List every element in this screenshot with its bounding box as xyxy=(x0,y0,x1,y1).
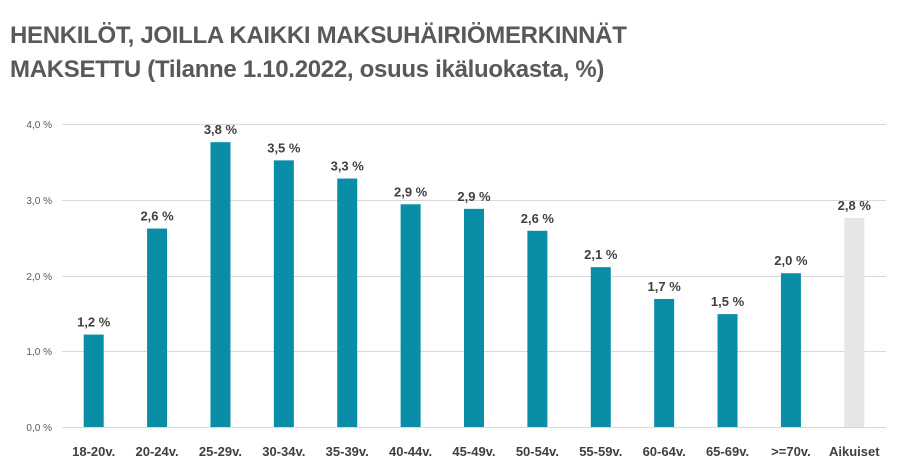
chart-title-line-1: HENKILÖT, JOILLA KAIKKI MAKSUHÄIRIÖMERKI… xyxy=(10,22,627,49)
data-label: 2,6 % xyxy=(521,211,555,226)
data-label: 3,8 % xyxy=(204,122,238,137)
chart-title: HENKILÖT, JOILLA KAIKKI MAKSUHÄIRIÖMERKI… xyxy=(10,19,890,87)
bars xyxy=(83,142,865,428)
data-label: 2,1 % xyxy=(584,247,618,262)
data-label: 1,2 % xyxy=(77,315,111,330)
chart-title-line-2: MAKSETTU (Tilanne 1.10.2022, osuus ikälu… xyxy=(10,56,605,83)
x-category-label: 30-34v. xyxy=(262,444,305,459)
x-category-label: 25-29v. xyxy=(199,444,242,459)
y-tick-label: 1,0 % xyxy=(26,347,52,358)
x-category-label: 40-44v. xyxy=(389,444,432,459)
x-category-label: 18-20v. xyxy=(72,444,115,459)
x-category-label: Aikuiset xyxy=(829,444,880,459)
data-label: 3,5 % xyxy=(267,140,301,155)
x-category-label: 60-64v. xyxy=(643,444,686,459)
bar-age-group xyxy=(147,228,168,427)
x-category-label: 45-49v. xyxy=(452,444,495,459)
data-label: 2,9 % xyxy=(394,184,428,199)
x-category-label: 65-69v. xyxy=(706,444,749,459)
data-label: 2,9 % xyxy=(457,189,491,204)
y-tick-label: 3,0 % xyxy=(26,196,52,207)
x-category-label: 20-24v. xyxy=(136,444,179,459)
bar-age-group xyxy=(400,204,421,427)
y-tick-label: 2,0 % xyxy=(26,272,52,283)
y-tick-label: 0,0 % xyxy=(26,423,52,434)
data-label: 3,3 % xyxy=(331,159,365,174)
bar-age-group xyxy=(337,178,358,427)
x-category-label: >=70v. xyxy=(771,444,811,459)
x-category-label: 35-39v. xyxy=(326,444,369,459)
bar-age-group xyxy=(527,230,548,427)
bar-age-group xyxy=(654,298,675,427)
bar-age-group xyxy=(210,142,231,427)
bar-age-group xyxy=(780,273,801,427)
data-label: 2,8 % xyxy=(838,198,872,213)
bar-age-group xyxy=(464,208,484,427)
bar-age-group xyxy=(273,160,294,428)
y-tick-label: 4,0 % xyxy=(26,120,52,131)
bar-age-group xyxy=(590,267,611,427)
data-label: 1,5 % xyxy=(711,294,745,309)
y-axis-tick-labels: 0,0 % 1,0 % 2,0 % 3,0 % 4,0 % xyxy=(26,120,52,434)
bar-aikuiset xyxy=(844,217,865,427)
x-axis-category-labels: 18-20v. 20-24v. 25-29v. 30-34v. 35-39v. 40-44… xyxy=(72,444,880,459)
data-labels: 1,2 % 2,6 % 3,8 % 3,5 % 3,3 % 2,9 % 2,9 % 2,6 %… xyxy=(77,122,871,329)
bar-age-group xyxy=(717,314,738,427)
x-category-label: 55-59v. xyxy=(579,444,622,459)
x-category-label: 50-54v. xyxy=(516,444,559,459)
data-label: 2,6 % xyxy=(140,209,174,224)
bar-age-group xyxy=(83,334,104,427)
data-label: 1,7 % xyxy=(648,279,682,294)
data-label: 2,0 % xyxy=(774,253,808,268)
